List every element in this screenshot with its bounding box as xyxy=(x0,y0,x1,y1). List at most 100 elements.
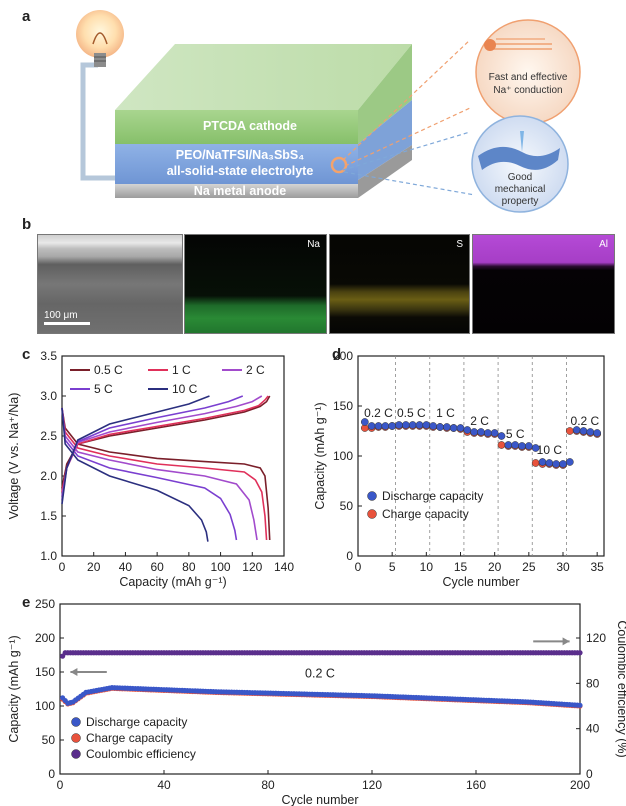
y-tick-label: 200 xyxy=(333,349,353,363)
discharge-curve xyxy=(61,407,209,542)
discharge-point xyxy=(381,422,390,430)
legend-label: Charge capacity xyxy=(382,507,469,521)
discharge-point xyxy=(531,444,540,452)
x-tick-label: 10 xyxy=(420,560,434,574)
legend-label: Coulombic efficiency xyxy=(86,747,196,761)
charge-point xyxy=(497,441,506,449)
x-tick-label: 25 xyxy=(522,560,536,574)
discharge-point xyxy=(436,423,444,431)
discharge-point xyxy=(490,429,499,437)
y-tick-label: 100 xyxy=(333,449,353,463)
flexible-film-icon xyxy=(478,131,560,170)
discharge-curve xyxy=(61,407,271,541)
discharge-point xyxy=(456,424,465,432)
x-tick-label: 0 xyxy=(355,560,362,574)
discharge-point xyxy=(593,429,602,437)
discharge-point xyxy=(518,442,526,450)
legend-marker xyxy=(367,491,377,501)
na-conduction-text-1: Fast and effective xyxy=(488,72,568,83)
x-axis-label: Cycle number xyxy=(281,793,358,806)
x-tick-label: 40 xyxy=(119,560,133,574)
rate-label: 5 C xyxy=(506,427,525,441)
y2-tick-label: 0 xyxy=(586,767,593,781)
discharge-point xyxy=(463,426,472,434)
legend-marker xyxy=(71,733,81,743)
circuit-wire xyxy=(80,62,128,181)
x-tick-label: 35 xyxy=(590,560,604,574)
x-tick-label: 15 xyxy=(454,560,468,574)
discharge-curve xyxy=(61,407,238,541)
y2-tick-label: 80 xyxy=(586,676,600,690)
discharge-point xyxy=(579,427,588,435)
discharge-point xyxy=(367,422,376,430)
y-tick-label: 0 xyxy=(48,767,55,781)
x-axis-label: Capacity (mAh g⁻¹) xyxy=(119,575,226,589)
discharge-point xyxy=(374,422,383,430)
x-tick-label: 60 xyxy=(150,560,164,574)
discharge-point xyxy=(415,421,424,429)
rate-label: 0.5 C xyxy=(397,406,426,420)
x-tick-label: 200 xyxy=(570,778,590,792)
scale-bar-label: 100 μm xyxy=(44,310,78,321)
legend-label: 10 C xyxy=(172,382,198,396)
rate-label: 0.2 C xyxy=(571,414,600,428)
panel-e-letter: e xyxy=(22,594,31,611)
y-tick-label: 150 xyxy=(333,399,353,413)
na-conduction-text-2: Na⁺ conduction xyxy=(493,85,563,96)
y-tick-label: 0 xyxy=(346,549,353,563)
y-tick-label: 50 xyxy=(42,733,56,747)
x-axis-label: Cycle number xyxy=(442,575,519,589)
na-eds-map: Na xyxy=(184,234,327,334)
y-tick-label: 250 xyxy=(35,597,55,611)
panel-b-letter: b xyxy=(22,216,32,233)
panel-c-letter: c xyxy=(22,346,31,363)
charge-curve xyxy=(61,395,210,505)
y-tick-label: 50 xyxy=(340,499,354,513)
x-tick-label: 120 xyxy=(362,778,382,792)
discharge-point xyxy=(388,422,397,430)
y-tick-label: 100 xyxy=(35,699,55,713)
x-tick-label: 0 xyxy=(57,778,64,792)
x-tick-label: 40 xyxy=(157,778,171,792)
x-tick-label: 120 xyxy=(242,560,262,574)
y-tick-label: 2.5 xyxy=(40,429,57,443)
battery-schematic xyxy=(76,10,581,213)
legend-label: 1 C xyxy=(172,363,191,377)
discharge-point xyxy=(538,458,547,466)
panel-d-letter: d xyxy=(332,346,342,363)
legend-label: Discharge capacity xyxy=(382,489,483,503)
discharge-point xyxy=(572,426,581,434)
y2-tick-label: 120 xyxy=(586,631,606,645)
left-arrowhead xyxy=(70,668,78,676)
right-arrowhead xyxy=(562,637,570,646)
discharge-curve xyxy=(61,407,268,541)
discharge-point xyxy=(408,421,417,429)
discharge-point xyxy=(449,424,458,432)
charge-point xyxy=(531,459,540,467)
discharge-point xyxy=(360,418,369,426)
electrolyte-label-1: PEO/NaTFSI/Na₃SbS₄ xyxy=(175,148,305,162)
discharge-point xyxy=(545,459,554,467)
discharge-curve xyxy=(61,407,258,541)
na-ion-icon xyxy=(484,38,552,51)
y-tick-label: 1.5 xyxy=(40,509,57,523)
discharge-point xyxy=(429,422,438,430)
discharge-point xyxy=(559,460,567,468)
al-eds-map: Al xyxy=(472,234,615,334)
discharge-point xyxy=(552,460,561,468)
y2-axis-label: Coulombic efficiency (%) xyxy=(615,620,626,757)
rate-label: 2 C xyxy=(470,414,489,428)
discharge-point xyxy=(395,421,403,429)
y-tick-label: 200 xyxy=(35,631,55,645)
discharge-point xyxy=(511,441,520,449)
s-map-label: S xyxy=(456,239,463,250)
charge-point xyxy=(565,427,574,435)
mechanical-text-2: mechanical xyxy=(494,184,546,195)
ce-point xyxy=(577,650,583,656)
cathode-label: PTCDA cathode xyxy=(203,119,297,133)
anode-label: Na metal anode xyxy=(193,184,287,198)
legend-label: 0.5 C xyxy=(94,363,123,377)
mechanical-text-1: Good xyxy=(507,172,533,183)
x-tick-label: 80 xyxy=(182,560,196,574)
